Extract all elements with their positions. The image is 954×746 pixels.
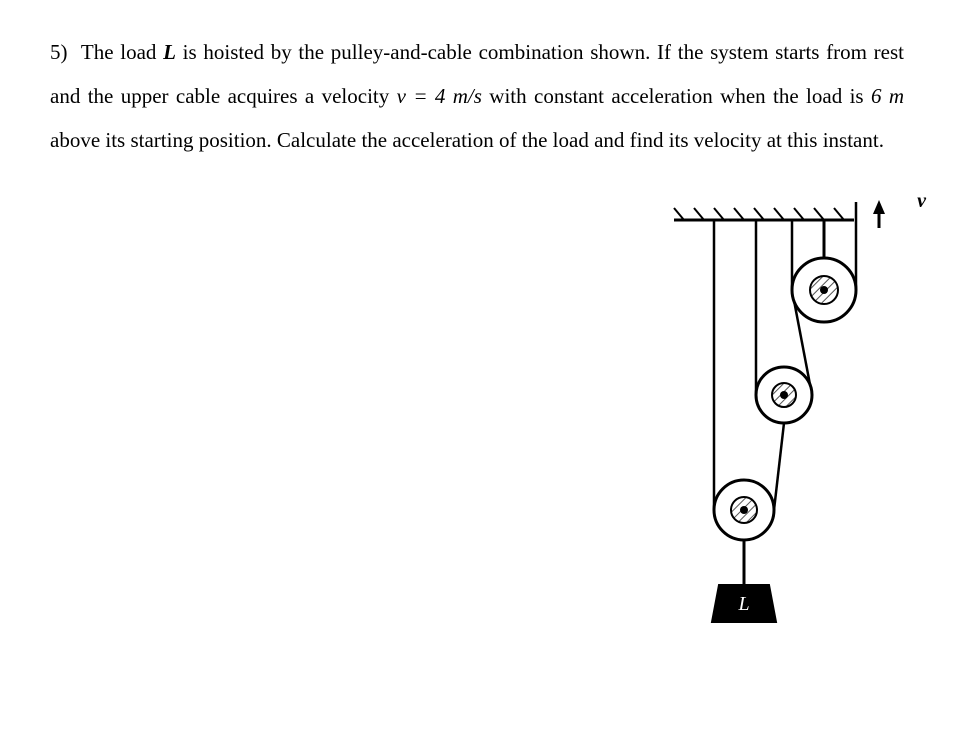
- top-pulley: [792, 258, 856, 322]
- problem-number: 5): [50, 40, 68, 64]
- middle-pulley: [756, 367, 812, 423]
- velocity-equation: v = 4 m/s: [397, 84, 482, 108]
- diagram-svg: L: [644, 200, 914, 670]
- ceiling-hatching: [674, 208, 844, 220]
- load-pulley: [714, 480, 774, 540]
- velocity-arrow: [873, 200, 885, 228]
- load-block-label: L: [737, 593, 749, 615]
- load-variable: L: [163, 40, 176, 64]
- velocity-label: v: [917, 190, 926, 213]
- text-part3: with constant acceleration when the load…: [482, 84, 871, 108]
- text-part4: above its starting position. Calculate t…: [50, 128, 884, 152]
- cable-middle-to-load-right: [774, 423, 784, 510]
- pulley-diagram: L: [644, 200, 914, 670]
- height-value: 6 m: [871, 84, 904, 108]
- problem-text: 5) The load L is hoisted by the pulley-a…: [50, 30, 904, 162]
- text-part1: The load: [81, 40, 163, 64]
